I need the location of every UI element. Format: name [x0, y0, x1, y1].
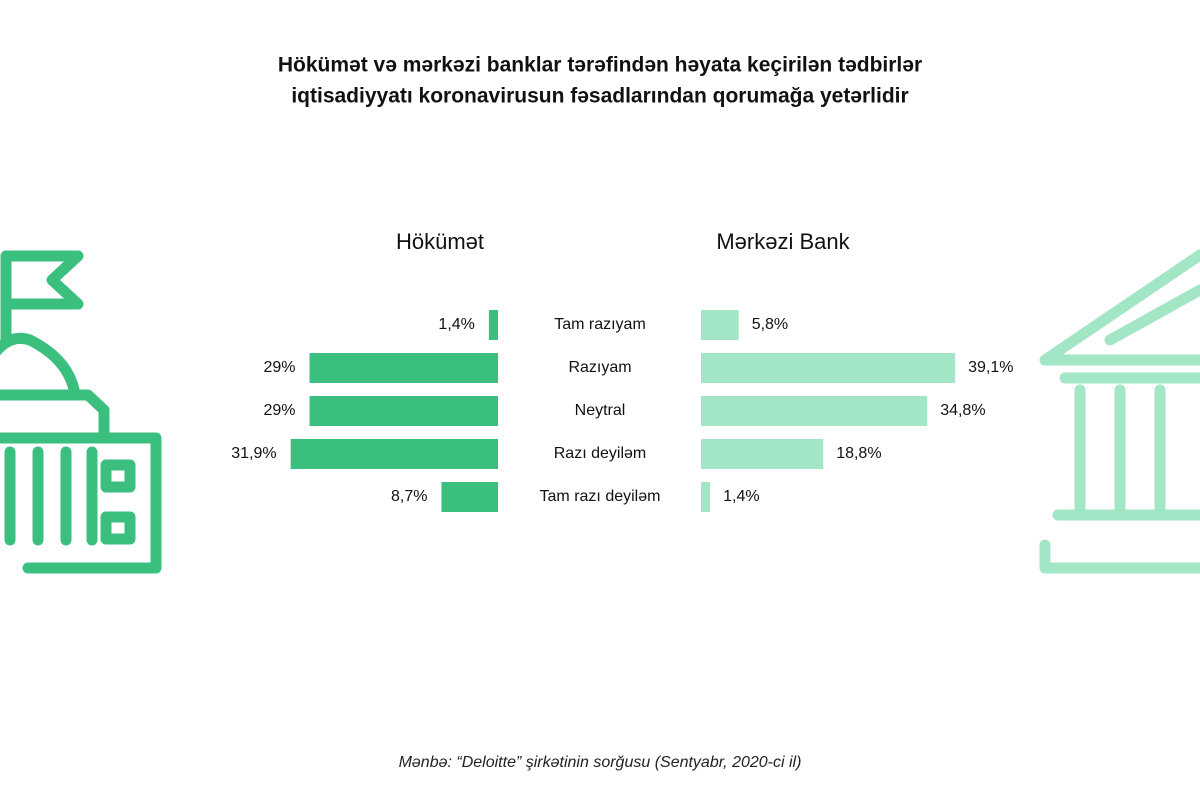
value-label: 29%	[263, 402, 295, 419]
bar	[488, 310, 498, 340]
series-header: Hökümət	[396, 229, 484, 254]
series-header: Mərkəzi Bank	[716, 229, 850, 254]
value-label: 8,7%	[391, 488, 427, 505]
chart-title: Hökümət və mərkəzi banklar tərəfindən hə…	[278, 54, 922, 77]
chart-title: iqtisadiyyatı koronavirusun fəsadlarında…	[291, 85, 908, 108]
bar	[290, 439, 498, 469]
value-label: 31,9%	[231, 445, 276, 462]
value-label: 18,8%	[836, 445, 881, 462]
bar	[309, 396, 498, 426]
value-label: 34,8%	[940, 402, 985, 419]
bar	[309, 353, 498, 383]
bar	[701, 310, 739, 340]
value-label: 1,4%	[438, 316, 474, 333]
bar	[441, 482, 498, 512]
bar	[701, 396, 928, 426]
value-label: 29%	[263, 359, 295, 376]
bar	[701, 353, 956, 383]
category-label: Razıyam	[568, 359, 631, 376]
value-label: 1,4%	[723, 488, 759, 505]
source: Mənbə: “Deloitte” şirkətinin sorğusu (Se…	[399, 754, 802, 771]
category-label: Razı deyiləm	[554, 445, 646, 462]
bar	[701, 439, 824, 469]
government-icon	[0, 250, 162, 574]
bar	[701, 482, 711, 512]
value-label: 39,1%	[968, 359, 1013, 376]
category-label: Tam razı deyiləm	[540, 488, 661, 505]
value-label: 5,8%	[752, 316, 788, 333]
category-label: Tam razıyam	[554, 316, 646, 333]
category-label: Neytral	[575, 402, 626, 419]
bank-icon	[1039, 249, 1200, 574]
